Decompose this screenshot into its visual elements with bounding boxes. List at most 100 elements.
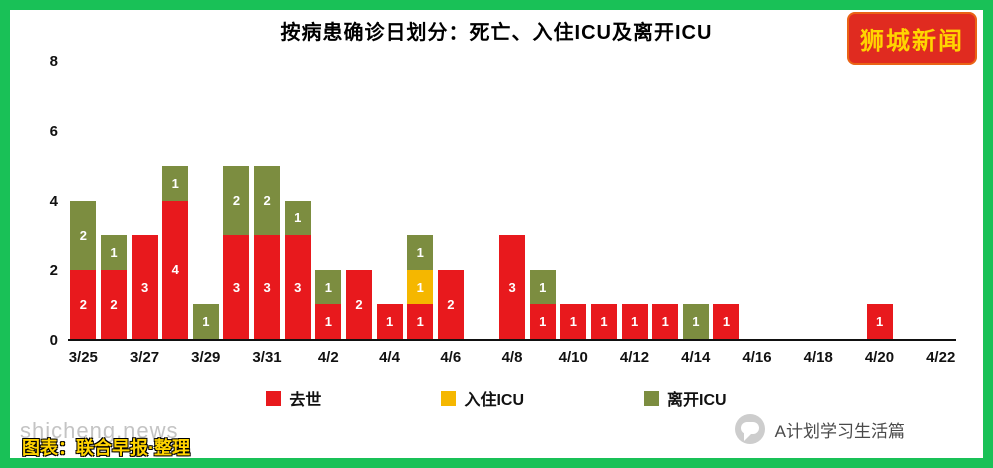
bar-value-label: 4 <box>171 262 179 278</box>
x-tick-label: 4/10 <box>558 349 588 366</box>
bar-value-label: 1 <box>600 314 608 330</box>
bar-value-label: 1 <box>416 244 424 260</box>
legend-item-icu-in: 入住ICU <box>441 386 524 410</box>
legend-label-deaths: 去世 <box>289 392 322 409</box>
legend-item-deaths: 去世 <box>266 386 321 410</box>
bar-segment-deaths: 2 <box>100 269 127 339</box>
x-tick-label: 4/8 <box>501 349 523 366</box>
bar-segment-icu-out: 2 <box>254 165 281 236</box>
x-tick-label: 4/6 <box>440 349 462 366</box>
bar-value-label: 2 <box>232 193 241 208</box>
bar-segment-deaths: 1 <box>590 304 617 339</box>
bar-slot-4-22 <box>926 62 957 339</box>
bar-segment-deaths: 1 <box>621 304 648 339</box>
y-tick-label: 0 <box>49 332 58 349</box>
bar-segment-icu-out: 1 <box>529 269 556 305</box>
bar-segment-deaths: 1 <box>866 304 893 339</box>
bar-value-label: 1 <box>569 314 577 330</box>
watermark-site: shicheng.news <box>20 418 179 443</box>
bar-value-label: 1 <box>539 314 547 330</box>
x-axis: 3/25 3/27 3/29 3/31 4/2 4/4 4/6 4/8 4/10 4/12 4/14… <box>68 349 956 369</box>
bar-value-label: 1 <box>661 314 669 330</box>
bar-slot-4-20: 1 <box>864 62 895 339</box>
bar-slot-4-5: 1 1 1 <box>405 62 436 339</box>
bar-slot-4-12: 1 <box>619 62 650 339</box>
bar-value-label: 1 <box>722 314 731 330</box>
bar-segment-deaths: 1 <box>376 304 403 339</box>
legend-swatch-deaths <box>266 390 282 406</box>
bar-slot-3-27: 3 <box>129 62 160 339</box>
bar-value-label: 1 <box>416 279 424 295</box>
bar-value-label: 1 <box>692 314 700 330</box>
bar-slot-4-7 <box>466 62 497 339</box>
bar-value-label: 1 <box>539 279 547 295</box>
x-tick-label: 4/20 <box>864 349 895 366</box>
bar-slot-4-17 <box>772 62 803 339</box>
legend-label-icu-in: 入住ICU <box>464 392 524 409</box>
bar-segment-icu-out: 1 <box>284 200 311 236</box>
x-tick-label: 3/25 <box>68 349 98 366</box>
bar-slot-4-18 <box>803 62 834 339</box>
bar-value-label: 3 <box>232 279 241 295</box>
bar-value-label: 3 <box>263 279 271 295</box>
bar-value-label: 1 <box>202 314 210 330</box>
bar-segment-deaths: 3 <box>223 235 250 339</box>
bar-segment-deaths: 2 <box>437 269 464 339</box>
legend-swatch-icu-in <box>441 390 457 406</box>
bar-segment-deaths: 2 <box>345 269 372 339</box>
legend: 去世 入住ICU 离开ICU <box>10 386 983 410</box>
bar-segment-deaths: 3 <box>254 235 281 339</box>
bar-value-label: 1 <box>171 175 179 191</box>
bar-segment-icu-out: 1 <box>162 165 189 201</box>
bar-slot-4-16 <box>742 62 773 339</box>
bar-value-label: 2 <box>110 296 118 312</box>
bar-value-label: 2 <box>263 193 271 208</box>
bar-segment-icu-out: 1 <box>100 235 127 270</box>
bar-value-label: 1 <box>385 314 394 330</box>
bar-slot-4-15: 1 <box>711 62 742 339</box>
bar-value-label: 1 <box>294 210 302 226</box>
bar-value-label: 1 <box>324 314 332 330</box>
bar-value-label: 1 <box>630 314 639 330</box>
bar-segment-deaths: 4 <box>162 200 189 339</box>
x-tick-label: 4/12 <box>619 349 650 366</box>
bar-value-label: 1 <box>110 244 118 260</box>
bar-segment-icu-out: 2 <box>70 200 97 270</box>
bar-segment-deaths: 3 <box>131 235 158 339</box>
x-tick-label: 4/18 <box>803 349 833 366</box>
bar-segment-icu-out: 1 <box>682 304 709 339</box>
bar-slot-4-8: 3 <box>497 62 528 339</box>
bar-segment-icu-in: 1 <box>407 269 434 305</box>
x-tick-label: 4/14 <box>681 349 711 366</box>
bar-segment-deaths: 3 <box>284 235 311 339</box>
x-tick-label: 4/22 <box>926 349 956 366</box>
bar-value-label: 3 <box>140 279 149 295</box>
channel-badge: A计划学习生活篇 <box>734 414 905 444</box>
chat-bubble-icon <box>734 414 765 444</box>
y-tick-label: 4 <box>49 192 58 210</box>
bar-slot-4-4: 1 <box>374 62 405 339</box>
bar-slot-3-29: 1 <box>191 62 222 339</box>
x-tick-label: 3/27 <box>129 349 160 366</box>
bar-value-label: 2 <box>447 296 455 312</box>
channel-name: A计划学习生活篇 <box>774 421 905 441</box>
x-tick-label: 3/29 <box>191 349 221 366</box>
bar-segment-deaths: 1 <box>407 304 434 339</box>
bar-value-label: 2 <box>79 227 87 243</box>
bar-segment-deaths: 1 <box>315 304 342 339</box>
bar-slot-4-10: 1 <box>558 62 589 339</box>
legend-item-icu-out: 离开ICU <box>644 386 727 410</box>
bar-segment-icu-out: 1 <box>315 269 342 305</box>
bar-value-label: 1 <box>324 279 332 295</box>
bar-slot-4-14: 1 <box>681 62 712 339</box>
bar-segment-icu-out: 2 <box>223 165 250 236</box>
bar-slot-4-11: 1 <box>589 62 620 339</box>
